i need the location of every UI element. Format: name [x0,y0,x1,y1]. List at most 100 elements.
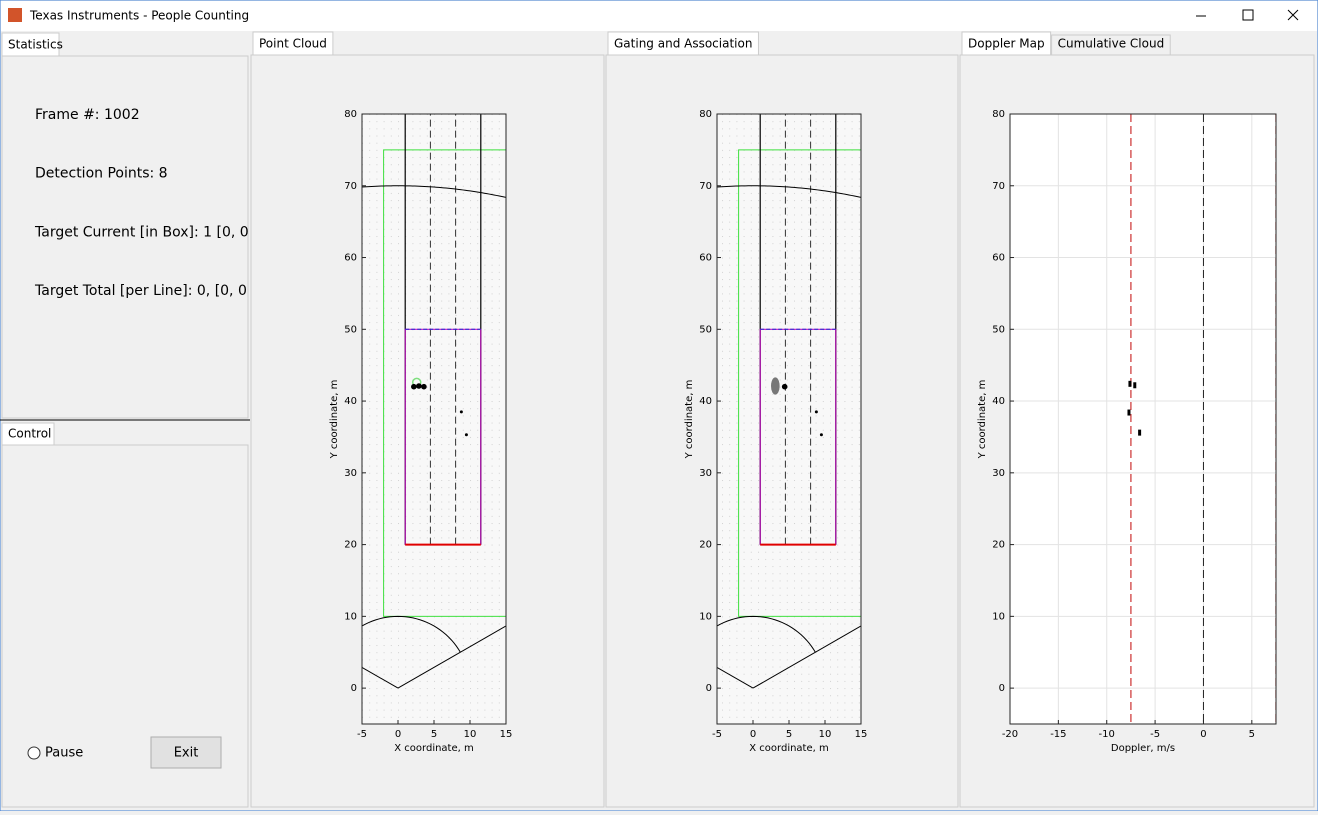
y-tick-label: 40 [344,396,357,407]
y-tick-label: 70 [699,181,712,192]
axes-box [716,113,862,725]
point [1127,409,1131,416]
y-tick-label: 60 [992,253,1005,264]
y-tick-label: 50 [344,324,357,335]
x-tick-label: 10 [819,729,832,740]
x-tick-label: -5 [357,729,367,740]
close-button[interactable] [1287,9,1299,21]
y-tick-label: 60 [344,253,357,264]
y-tick-label: 40 [699,396,712,407]
near-arc [362,615,461,653]
point [421,383,427,390]
x-tick-label: 0 [1200,729,1206,740]
x-tick-label: 15 [855,729,868,740]
point [1133,382,1137,389]
statistic-line: Target Current [in Box]: 1 [0, 0, [34,224,253,240]
x-axis-label: Doppler, m/s [1111,743,1175,754]
statistic-line: Detection Points: 8 [35,166,168,182]
point [416,383,422,389]
point [459,410,463,414]
y-tick-label: 0 [351,683,357,694]
point [464,433,468,437]
x-tick-label: 0 [395,729,401,740]
statistics-text: Frame #: 1002 Detection Points: 8 Target C… [34,107,253,299]
y-axis-label: Y coordinate, m [329,380,340,460]
point [1138,429,1142,436]
y-tick-label: 20 [699,540,712,551]
x-tick-label: -15 [1050,729,1066,740]
x-tick-label: -20 [1002,729,1018,740]
y-tick-label: 20 [992,540,1005,551]
x-tick-label: 5 [431,729,437,740]
statistics-tab-label: Statistics [8,38,63,52]
pause-radio[interactable] [27,746,41,760]
y-tick-label: 80 [992,109,1005,120]
axes-box [1009,113,1277,725]
y-tick-label: 30 [344,468,357,479]
x-tick-label: 5 [1249,729,1255,740]
tab-label: Gating and Association [614,37,752,51]
axes-background [362,114,506,724]
axes-background [1010,114,1276,724]
range-arc [717,185,861,198]
window-title: Texas Instruments - People Counting [29,9,249,23]
fov-line [397,625,506,689]
y-tick-label: 20 [344,540,357,551]
x-tick-label: -5 [712,729,722,740]
axes-background [717,114,861,724]
app-icon [8,8,22,22]
y-axis-label: Y coordinate, m [977,380,988,460]
y-tick-label: 70 [992,181,1005,192]
plot-panel: Gating and Association -5 0 5 10 15 0 10 20 30 40 5… [605,31,959,808]
title-bar [1,1,1317,31]
point [411,383,417,390]
x-tick-label: -10 [1099,729,1115,740]
fov-line [752,625,861,689]
y-tick-label: 60 [699,253,712,264]
point [814,410,818,414]
pause-label: Pause [45,746,83,761]
y-axis-label: Y coordinate, m [684,380,695,460]
plot-panel: Doppler Map Cumulative Cloud -20 -15 -10 -5 0 5… [959,31,1315,808]
range-arc [362,185,506,198]
x-tick-label: 5 [786,729,792,740]
y-tick-label: 30 [699,468,712,479]
tab-label: Cumulative Cloud [1058,37,1165,51]
statistic-line: Target Total [per Line]: 0, [0, 0, [34,283,251,299]
x-tick-label: -5 [1150,729,1160,740]
y-tick-label: 40 [992,396,1005,407]
y-tick-label: 0 [999,683,1005,694]
y-tick-label: 0 [706,683,712,694]
point [819,433,823,437]
point [781,383,788,390]
x-axis-label: X coordinate, m [394,743,473,754]
y-tick-label: 50 [992,324,1005,335]
y-tick-label: 10 [344,611,357,622]
plot-panel: Point Cloud -5 0 5 10 15 0 10 20 30 40 50 60 70 80 X co… [250,31,605,808]
exit-label: Exit [174,746,199,761]
gate-ellipse [771,377,780,395]
y-tick-label: 50 [699,324,712,335]
y-tick-label: 10 [699,611,712,622]
axes-box [361,113,507,725]
near-arc [717,615,816,653]
plot-area [362,114,506,689]
tab-label: Point Cloud [259,37,327,51]
plot-area [1010,114,1276,724]
y-tick-label: 70 [344,181,357,192]
control-tab-label: Control [8,427,51,441]
maximize-button[interactable] [1242,9,1254,21]
zone [383,149,506,617]
x-tick-label: 0 [750,729,756,740]
y-tick-label: 80 [344,109,357,120]
x-tick-label: 15 [500,729,513,740]
x-axis-label: X coordinate, m [749,743,828,754]
y-tick-label: 80 [699,109,712,120]
x-tick-label: 10 [464,729,477,740]
exit-button[interactable] [150,736,222,769]
statistics-panel [1,55,249,419]
point [1128,380,1132,387]
